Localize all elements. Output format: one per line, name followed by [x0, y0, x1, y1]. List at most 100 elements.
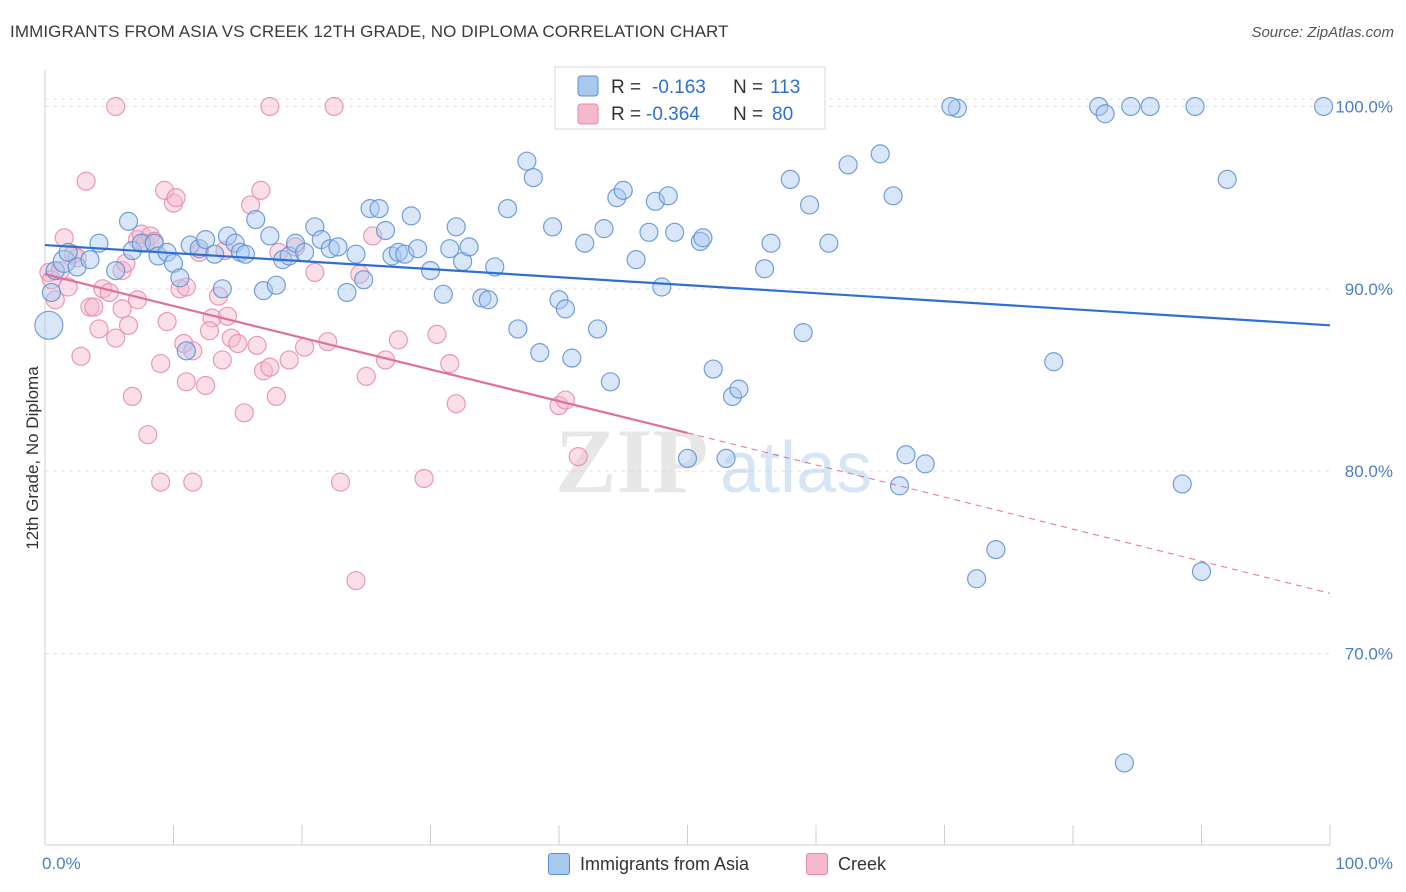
asia-point [915, 454, 935, 474]
creek-point [196, 375, 216, 396]
legend-r-value-creek: -0.364 [646, 104, 700, 125]
x-tick-labels: 0.0% 100.0% [42, 854, 1393, 873]
asia-point [607, 188, 627, 208]
asia-point [52, 249, 76, 274]
y-tick-label-90: 90.0% [1345, 280, 1393, 299]
asia-point [517, 151, 537, 171]
legend-swatch-creek-bottom [806, 853, 828, 875]
creek-point [234, 403, 254, 423]
creek-point [414, 468, 434, 489]
asia-point [320, 239, 340, 259]
asia-point [530, 343, 550, 363]
legend-r-label-asia: R = [611, 77, 641, 98]
asia-point [472, 288, 492, 308]
asia-point [690, 231, 710, 252]
asia-point [639, 222, 659, 242]
asia-point [941, 96, 961, 117]
asia-point [523, 167, 543, 188]
asia-point [106, 260, 126, 281]
asia-point [600, 372, 621, 392]
creek-point [89, 319, 109, 339]
creek-point [330, 472, 351, 492]
asia-point [346, 244, 366, 264]
asia-point [838, 155, 858, 175]
creek-point [356, 366, 376, 386]
asia-point [793, 322, 813, 343]
asia-point [408, 239, 428, 259]
asia-point [1217, 169, 1237, 190]
asia-point [780, 169, 800, 190]
creek-point [183, 341, 203, 361]
asia-point [354, 270, 374, 290]
asia-point [459, 237, 479, 257]
creek-point [176, 372, 196, 392]
creek-point [388, 330, 408, 350]
asia-point [594, 219, 614, 239]
creek-point [266, 386, 286, 407]
asia-point [575, 233, 595, 253]
creek-point [71, 346, 91, 366]
asia-point [754, 259, 775, 279]
legend-n-label-creek: N = [733, 104, 763, 125]
asia-point [870, 144, 890, 164]
creek-point [154, 180, 175, 200]
asia-point [1095, 104, 1115, 124]
creek-point [346, 570, 366, 591]
asia-point [80, 250, 100, 270]
creek-point [106, 328, 126, 348]
grid-lines [45, 98, 1330, 655]
creek-trend-line [44, 273, 688, 434]
creek-point [253, 361, 274, 381]
asia-point [986, 539, 1006, 560]
asia-point [626, 250, 646, 270]
creek-trend-extension [687, 432, 1331, 594]
creek-point [241, 195, 261, 215]
asia-point [294, 242, 315, 262]
creek-point [228, 333, 248, 354]
asia-point [652, 277, 672, 297]
creek-point [440, 353, 460, 374]
asia-point [1089, 96, 1109, 117]
asia-point [1313, 96, 1334, 117]
asia-point [478, 290, 498, 310]
asia-point [555, 299, 576, 319]
asia-point [118, 211, 139, 231]
asia-point [246, 209, 266, 230]
legend-box: R = -0.163 N = 113 R = -0.364 N = 80 [554, 66, 826, 130]
x-tick-label-max: 100.0% [1335, 854, 1393, 873]
asia-point [658, 186, 678, 206]
asia-point [1121, 96, 1141, 117]
asia-point [896, 445, 916, 465]
creek-point [166, 188, 186, 208]
creek-point [106, 96, 126, 117]
asia-point [1114, 753, 1135, 773]
asia-point [883, 186, 903, 206]
creek-point [157, 312, 177, 332]
y-axis-label: 12th Grade, No Diploma [23, 366, 42, 550]
legend-swatch-asia [577, 75, 599, 97]
asia-point [1172, 474, 1192, 494]
creek-points [39, 96, 588, 591]
chart-title: IMMIGRANTS FROM ASIA VS CREEK 12TH GRADE… [10, 22, 729, 41]
asia-point [212, 279, 232, 299]
asia-point [176, 341, 196, 361]
watermark-zip: ZIP [555, 410, 708, 512]
asia-point [677, 448, 698, 469]
source-credit: Source: ZipAtlas.com [1251, 24, 1394, 41]
asia-point [337, 282, 357, 303]
legend-r-value-asia: -0.163 [652, 77, 706, 98]
asia-point [1140, 96, 1160, 117]
asia-point [401, 206, 421, 226]
asia-point [819, 233, 839, 253]
asia-point [1044, 352, 1064, 372]
creek-point [217, 306, 238, 326]
asia-point [498, 198, 518, 219]
creek-point [199, 321, 220, 341]
asia-point [266, 275, 286, 295]
asia-point [693, 228, 713, 248]
asia-point [34, 310, 64, 340]
creek-point [446, 394, 466, 414]
asia-point [41, 282, 62, 303]
legend-n-value-asia: 113 [770, 77, 800, 98]
asia-point [369, 198, 389, 219]
